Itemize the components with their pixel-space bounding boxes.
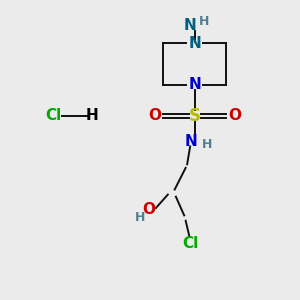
Text: N: N [184,134,197,148]
Text: H: H [135,211,146,224]
Text: Cl: Cl [45,108,62,123]
Text: Cl: Cl [182,236,198,251]
Text: O: O [148,108,161,123]
Text: N: N [188,77,201,92]
Text: S: S [189,107,201,125]
Text: N: N [184,18,196,33]
Text: O: O [228,108,241,123]
Text: H: H [86,108,98,123]
Text: H: H [202,138,212,151]
Text: H: H [199,15,209,28]
Text: N: N [188,35,201,50]
Text: O: O [142,202,155,217]
